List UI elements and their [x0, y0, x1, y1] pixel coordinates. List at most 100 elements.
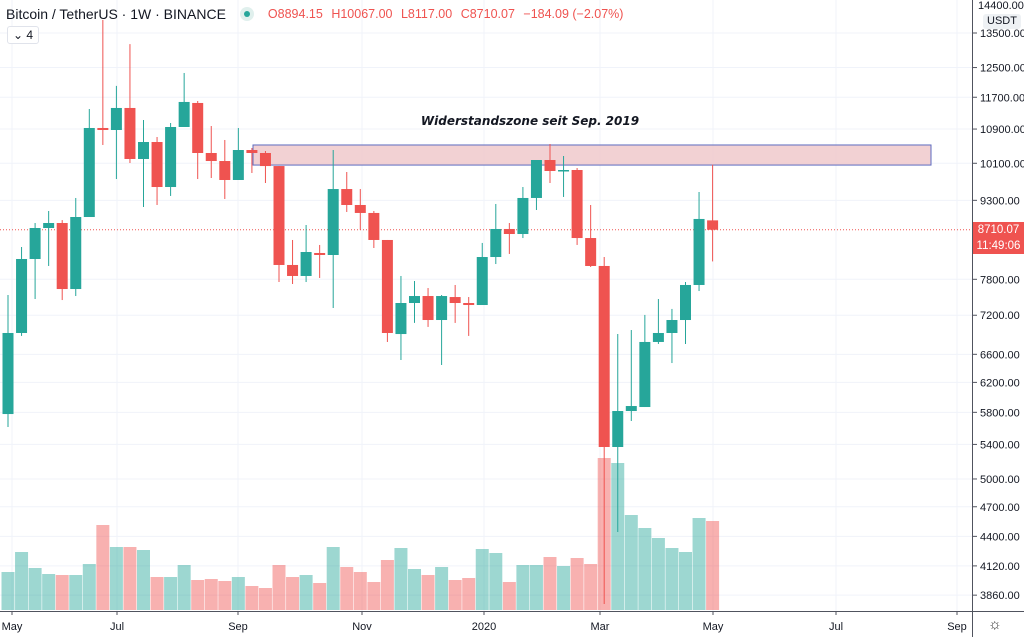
candle-body [70, 217, 82, 290]
volume-bar [353, 572, 367, 610]
volume-bar [516, 565, 530, 610]
chevron-down-icon: ⌄ [13, 28, 24, 42]
volume-bar [218, 581, 232, 610]
time-tick-label: May [2, 621, 23, 633]
price-tick-label: 4700.00 [980, 502, 1020, 514]
price-tick-label: 5000.00 [980, 474, 1020, 486]
currency-badge[interactable]: USDT [983, 14, 1021, 29]
volume-bar [258, 588, 272, 610]
candle-body [707, 220, 719, 230]
volume-bar [177, 565, 191, 610]
volume-bar [529, 565, 543, 610]
volume-bar [245, 586, 259, 610]
low-value: L8117.00 [400, 7, 453, 21]
volume-bar [286, 577, 300, 610]
symbol-title[interactable]: Bitcoin / TetherUS · 1W · BINANCE [6, 6, 226, 22]
volume-bar [624, 515, 638, 610]
grid-lines [0, 0, 972, 611]
candle-body [530, 160, 542, 198]
volume-bar [150, 577, 164, 610]
close-value: C8710.07 [460, 7, 515, 21]
indicators-collapse-button[interactable]: ⌄ 4 [7, 26, 40, 44]
resistance-zone-label: Widerstandszone seit Sep. 2019 [421, 114, 639, 128]
settings-gear-icon[interactable]: ☼ [988, 616, 1002, 633]
volume-bar [502, 582, 516, 610]
resistance-zone[interactable] [252, 144, 932, 166]
time-tick-label: Mar [591, 621, 610, 633]
market-status-dot-icon [239, 7, 254, 21]
time-axis[interactable]: May Jul Sep Nov 2020 Mar May Jul Sep [2, 611, 967, 633]
volume-bar [204, 579, 218, 610]
volume-bar [394, 548, 408, 610]
candle-body [124, 107, 136, 159]
candle-body [585, 238, 597, 266]
candle-body [300, 252, 312, 276]
volume-bar [82, 564, 96, 610]
candle-body [314, 252, 326, 255]
volume-bar [435, 567, 449, 610]
volume-bar [706, 521, 720, 610]
candle-body [598, 265, 610, 447]
candles [2, 19, 719, 604]
volume-bars [1, 458, 720, 610]
price-tick-label: 10900.00 [980, 124, 1024, 136]
candle-body [138, 142, 149, 159]
high-value: H10067.00 [331, 7, 393, 21]
candle-body [436, 296, 448, 321]
volume-bar [137, 550, 150, 610]
price-tick-label: 6600.00 [980, 349, 1020, 361]
price-tick-label: 5400.00 [980, 439, 1020, 451]
candle-body [287, 264, 299, 276]
volume-bar [679, 552, 692, 610]
time-tick-label: Sep [228, 621, 248, 633]
volume-bar [489, 553, 503, 610]
candle-body [666, 320, 678, 333]
candle-body [29, 228, 41, 259]
candle-body [476, 257, 488, 306]
volume-bar [408, 569, 421, 610]
candle-body [517, 197, 529, 235]
candle-body [422, 296, 434, 321]
volume-bar [380, 560, 394, 610]
volume-bar [96, 525, 110, 610]
volume-bar [665, 548, 679, 610]
candle-body [219, 161, 231, 180]
candle-body [83, 127, 95, 218]
volume-bar [272, 565, 286, 610]
volume-bar [367, 582, 381, 610]
time-tick-label: Jul [829, 621, 843, 633]
price-tick-label: 7200.00 [980, 310, 1020, 322]
candle-body [246, 150, 258, 153]
volume-bar [570, 558, 584, 610]
price-tick-label: 11700.00 [980, 92, 1024, 104]
time-tick-label: 2020 [472, 621, 496, 633]
volume-bar [340, 567, 354, 610]
price-tick-label: 13500.00 [980, 28, 1024, 40]
candle-body [151, 142, 163, 188]
candle-body [652, 332, 664, 342]
change-value: −184.09 (−2.07%) [523, 7, 624, 21]
candle-body [165, 126, 177, 188]
price-tick-label: 9300.00 [980, 195, 1020, 207]
last-price-label: 8710.07 [973, 222, 1024, 238]
candle-body [571, 169, 583, 239]
candle-body [354, 204, 366, 213]
price-tick-label: 4120.00 [980, 561, 1020, 573]
candle-body [503, 228, 515, 235]
candle-body [368, 212, 380, 240]
candle-body [341, 189, 353, 205]
candle-body [490, 228, 502, 258]
price-tick-label: 3860.00 [980, 590, 1020, 602]
candle-body [97, 127, 109, 131]
candle-body [639, 341, 651, 408]
price-axis[interactable]: 13500.00 12500.00 11700.00 10900.00 10100.00… [972, 28, 1024, 602]
volume-bar [421, 575, 435, 610]
volume-bar [164, 577, 178, 610]
volume-bar [109, 547, 123, 610]
candle-body [625, 406, 637, 412]
chart-legend: Bitcoin / TetherUS · 1W · BINANCE O8894.… [6, 6, 628, 22]
price-tick-label: 6200.00 [980, 377, 1020, 389]
price-tick-label: 5800.00 [980, 407, 1020, 419]
volume-bar [326, 547, 340, 610]
